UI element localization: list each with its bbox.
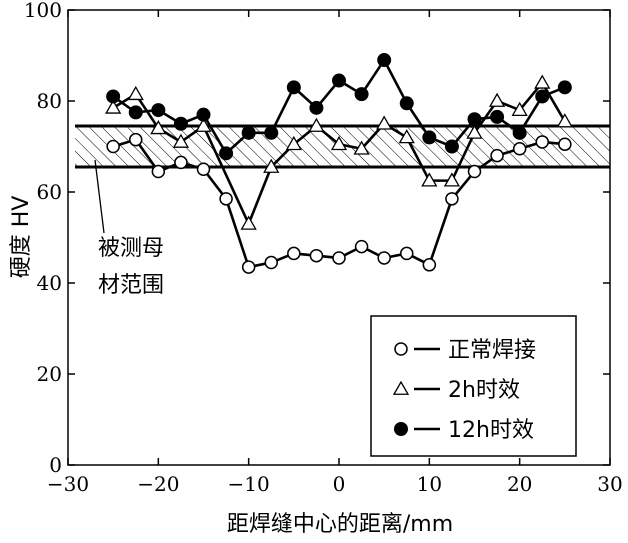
data-point (196, 107, 211, 122)
data-point (332, 73, 346, 88)
data-point (399, 96, 414, 111)
data-point (512, 142, 527, 156)
series-1 (106, 132, 572, 274)
x-tick-label: 30 (597, 472, 622, 496)
legend-label: 正常焊接 (448, 338, 536, 363)
axes: −30 −20 −10 0 10 20 30 0 20 40 60 80 100 (24, 0, 623, 496)
data-point (354, 239, 369, 254)
y-tick-label: 20 (37, 362, 62, 386)
data-point (444, 139, 459, 154)
data-point (106, 89, 121, 104)
series-2 (105, 74, 573, 230)
data-point (535, 89, 550, 104)
legend-label: 12h时效 (448, 418, 534, 443)
x-tick-label: 0 (333, 472, 346, 496)
data-point (127, 85, 144, 101)
data-point (490, 148, 504, 163)
data-point (512, 125, 527, 140)
data-point (128, 105, 143, 120)
data-point (511, 101, 528, 116)
series-group (105, 53, 573, 274)
data-point (287, 246, 301, 261)
data-point (466, 124, 483, 139)
y-tick-label: 100 (24, 0, 62, 22)
legend-marker (394, 342, 408, 356)
data-point (151, 164, 166, 179)
data-point (467, 164, 482, 179)
data-point (534, 74, 551, 89)
data-point (172, 133, 190, 148)
y-axis-label: 硬度 HV (9, 196, 34, 279)
y-tick-label: 40 (37, 271, 62, 295)
x-tick-label: 20 (507, 472, 532, 496)
legend-marker (394, 422, 408, 436)
data-point (398, 129, 415, 144)
data-point (445, 192, 459, 206)
band-annotation: 被测母 材范围 (94, 159, 164, 298)
data-point (150, 119, 167, 135)
legend-item-1: 正常焊接 (394, 338, 536, 363)
legend-label: 2h时效 (448, 378, 520, 403)
data-point (241, 125, 256, 140)
data-point (443, 172, 461, 187)
y-tick-label: 60 (37, 180, 62, 204)
y-tick-label: 80 (37, 89, 62, 113)
data-point (557, 80, 572, 95)
data-point (535, 135, 549, 149)
data-point (196, 162, 211, 176)
series-3 (106, 53, 572, 161)
data-point (263, 158, 280, 173)
data-point (309, 248, 324, 263)
data-point (309, 100, 324, 115)
data-point (332, 251, 346, 265)
data-point (354, 87, 369, 102)
data-point (422, 130, 437, 145)
data-point (490, 109, 505, 124)
data-point (421, 172, 438, 187)
legend-item-2: 2h时效 (392, 378, 520, 403)
data-point (400, 246, 414, 261)
data-point (286, 80, 301, 95)
data-point (241, 260, 256, 274)
data-point (129, 132, 143, 147)
band-label-line2: 材范围 (98, 273, 164, 298)
x-axis-label: 距焊缝中心的距离/mm (227, 512, 453, 537)
data-point (174, 155, 188, 170)
data-point (264, 125, 279, 140)
data-point (556, 113, 573, 128)
data-point (488, 92, 506, 107)
x-tick-label: 10 (417, 472, 442, 496)
data-point (219, 192, 233, 206)
data-point (467, 112, 482, 127)
data-point (173, 116, 188, 131)
legend: 正常焊接 2h时效 12h时效 (370, 315, 577, 457)
data-point (422, 258, 437, 272)
data-point (376, 115, 393, 130)
data-point (353, 140, 370, 155)
data-point (151, 103, 166, 118)
x-tick-label: −20 (137, 472, 179, 496)
data-point (106, 139, 120, 154)
data-point (308, 117, 325, 132)
data-point (377, 251, 391, 265)
x-tick-label: −10 (228, 472, 270, 496)
data-point (330, 135, 348, 151)
x-tick-label: −30 (47, 472, 89, 496)
data-point (105, 99, 122, 114)
band-label: 被测母 (98, 236, 164, 261)
data-point (240, 215, 257, 230)
data-point (558, 137, 572, 151)
legend-item-3: 12h时效 (394, 418, 534, 443)
data-point (264, 255, 278, 270)
data-point (219, 146, 234, 161)
band-leader-line (94, 159, 105, 234)
data-point (195, 117, 212, 132)
y-tick-label: 0 (49, 453, 62, 477)
legend-marker (392, 380, 410, 395)
data-point (377, 53, 392, 68)
data-point (285, 135, 302, 151)
